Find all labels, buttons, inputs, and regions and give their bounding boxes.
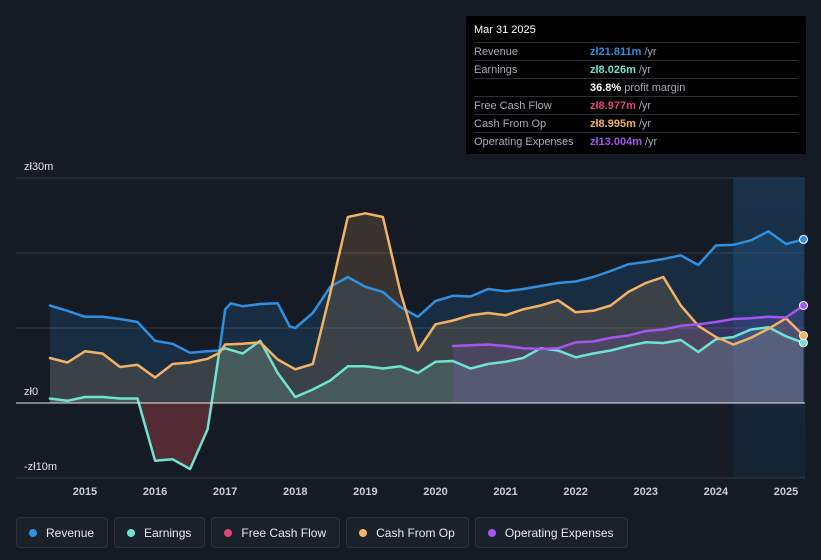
legend-dot-icon [487, 528, 496, 537]
tooltip-row-label: Free Cash Flow [474, 99, 552, 112]
tooltip-row: 36.8% profit margin [474, 78, 798, 96]
legend-dot-icon [29, 528, 37, 537]
x-tick-label: 2025 [774, 486, 798, 498]
legend: Revenue Earnings Free Cash Flow Cash From O… [16, 517, 628, 548]
tooltip-date: Mar 31 2025 [474, 24, 536, 36]
tooltip-row: Earnings zł8.026m/yr [474, 60, 798, 78]
y-tick-label: -zł10m [24, 461, 57, 473]
legend-item-earnings[interactable]: Earnings [114, 517, 206, 548]
tooltip-row: Revenue zł21.811m/yr [474, 42, 798, 60]
x-tick-label: 2022 [563, 486, 587, 498]
tooltip-row-unit: /yr [644, 135, 658, 148]
legend-dot-icon [224, 528, 233, 537]
x-tick-label: 2020 [423, 486, 447, 498]
y-tick-label: zł30m [24, 161, 53, 173]
legend-label: Revenue [46, 525, 95, 540]
x-tick-label: 2018 [283, 486, 307, 498]
operating-expenses-area [453, 305, 804, 403]
tooltip-row-unit: /yr [638, 99, 652, 112]
x-tick-label: 2024 [704, 486, 729, 498]
legend-label: Cash From Op [376, 525, 455, 540]
tooltip-panel: Mar 31 2025 Revenue zł21.811m/yr Earnings z… [466, 16, 806, 154]
legend-item-free-cash-flow[interactable]: Free Cash Flow [211, 517, 341, 548]
legend-item-revenue[interactable]: Revenue [16, 517, 109, 548]
tooltip-row-label: Operating Expenses [474, 135, 574, 148]
tooltip-row-value: zł21.811m [590, 45, 642, 58]
legend-label: Operating Expenses [504, 525, 614, 540]
revenue-area [49, 231, 804, 403]
cash-from-op-line [48, 212, 805, 379]
revenue-end-point [799, 234, 808, 244]
x-tick-label: 2023 [634, 486, 658, 498]
earnings-area [49, 327, 804, 469]
x-tick-label: 2019 [353, 486, 377, 498]
legend-item-operating-expenses[interactable]: Operating Expenses [474, 517, 628, 548]
earnings-negative-area [137, 398, 215, 469]
legend-label: Free Cash Flow [241, 525, 327, 540]
legend-dot-icon [127, 528, 136, 537]
cash-from-op-area [49, 213, 804, 403]
x-tick-label: 2016 [143, 486, 167, 498]
legend-label: Earnings [144, 525, 192, 540]
tooltip-row: Cash From Op zł8.995m/yr [474, 114, 798, 132]
cash-from-op-end-point [799, 331, 808, 340]
x-tick-label: 2021 [493, 486, 517, 498]
tooltip-row-value: 36.8% [590, 81, 622, 94]
tooltip-row-unit: profit margin [624, 81, 686, 94]
legend-dot-icon [359, 528, 368, 537]
tooltip-row-label: Revenue [474, 45, 519, 58]
tooltip-row-unit: /yr [638, 63, 652, 76]
tooltip-row-value: zł8.026m [590, 63, 636, 76]
tooltip-row-value: zł8.977m [590, 99, 636, 112]
tooltip-row-label: Earnings [474, 63, 518, 76]
x-tick-label: 2015 [73, 486, 97, 498]
revenue-line [48, 230, 805, 355]
earnings-line [48, 326, 805, 471]
x-tick-label: 2017 [213, 486, 237, 498]
operating-expenses-end-point [799, 301, 808, 310]
y-tick-label: zł0 [24, 386, 38, 398]
legend-item-cash-from-op[interactable]: Cash From Op [346, 517, 469, 548]
tooltip-row-unit: /yr [644, 45, 657, 58]
tooltip-row-label: Cash From Op [474, 117, 547, 130]
tooltip-row-unit: /yr [638, 117, 652, 130]
tooltip-row: Operating Expenses zł13.004m/yr [474, 132, 798, 150]
tooltip-row-value: zł13.004m [590, 135, 642, 148]
tooltip-row-value: zł8.995m [590, 117, 636, 130]
tooltip-row: Free Cash Flow zł8.977m/yr [474, 96, 798, 114]
operating-expenses-line [451, 304, 805, 351]
